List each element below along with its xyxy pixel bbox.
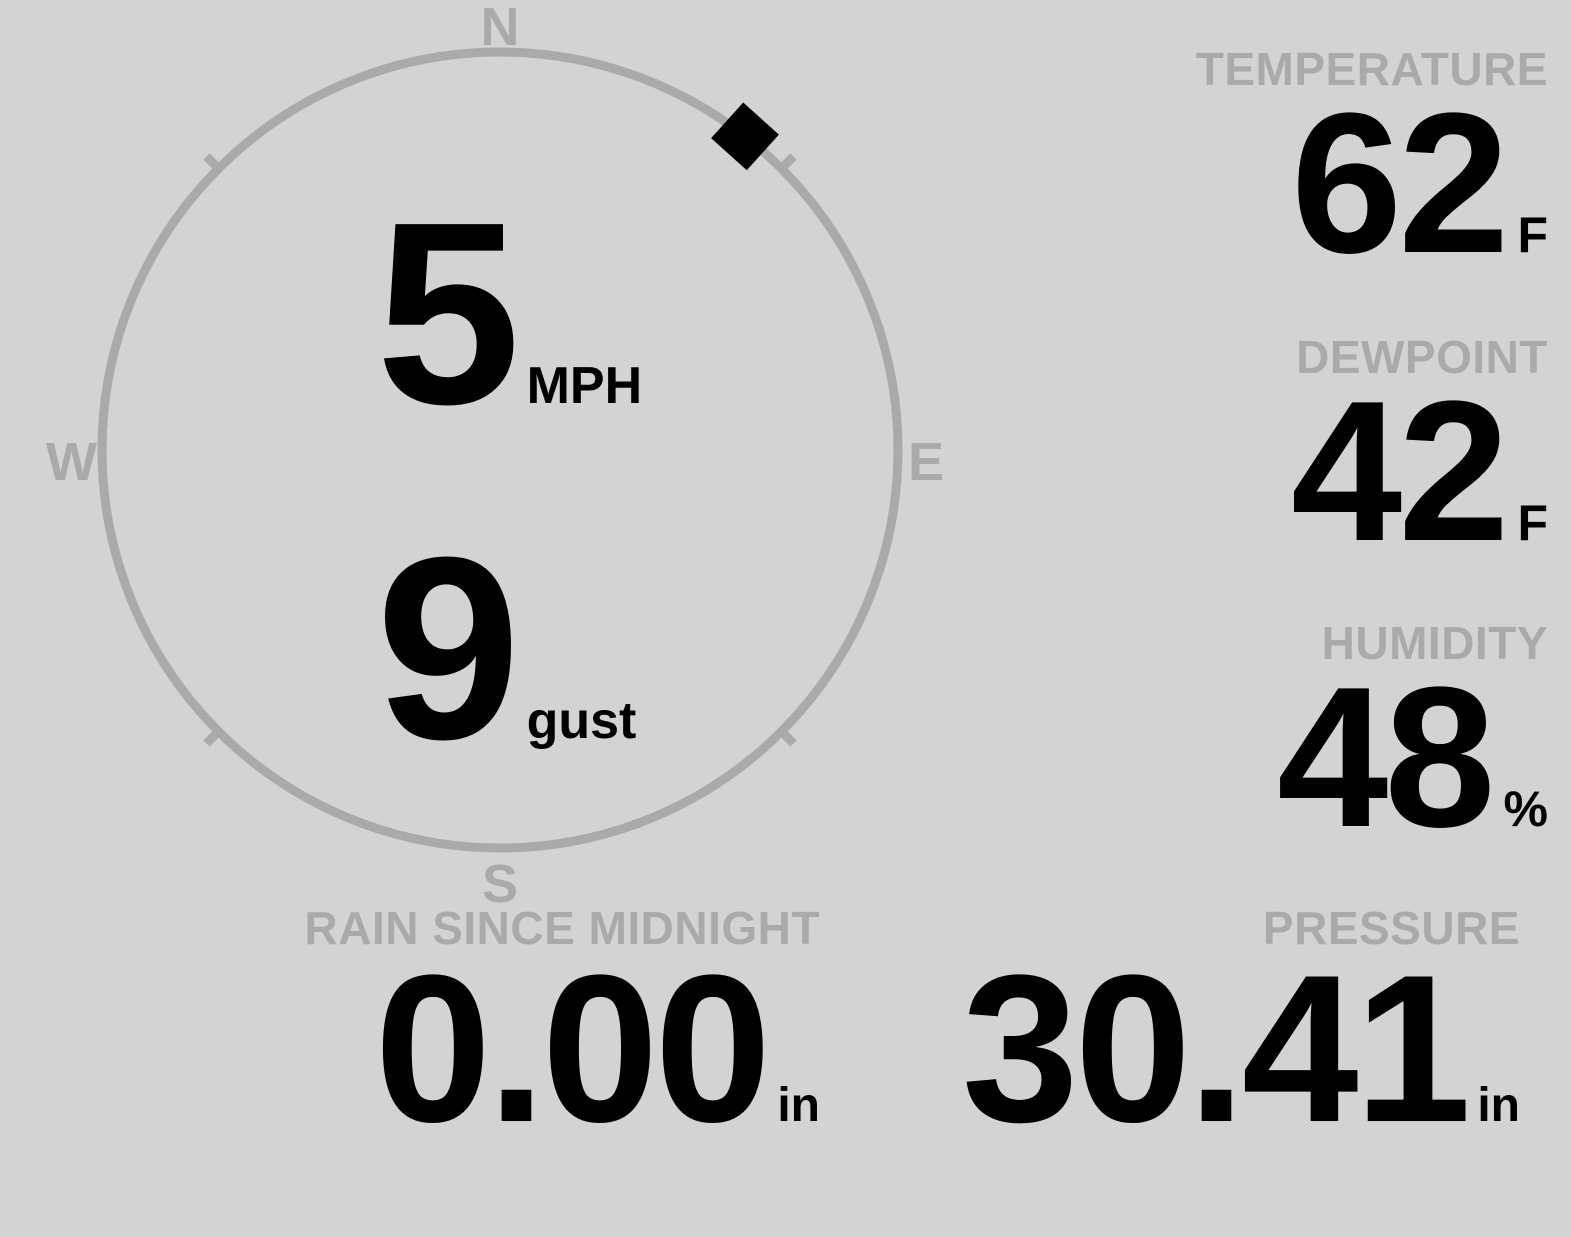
wind-speed-value: 5 bbox=[376, 169, 521, 459]
pressure-label: PRESSURE bbox=[1262, 902, 1520, 954]
compass-dial bbox=[97, 47, 903, 853]
dewpoint-value: 42 bbox=[1290, 360, 1509, 583]
compass-tick-marks bbox=[203, 153, 797, 747]
pressure-unit: in bbox=[1477, 1079, 1520, 1132]
temperature-stat-block: TEMPERATURE 62 F bbox=[1128, 43, 1548, 295]
dewpoint-label: DEWPOINT bbox=[1296, 331, 1548, 383]
wind-gust-readout: 9 gust bbox=[376, 504, 637, 794]
compass-label-west: W bbox=[46, 432, 97, 492]
dewpoint-stat-block: DEWPOINT 42 F bbox=[1128, 331, 1548, 583]
humidity-stat-block: HUMIDITY 48 % bbox=[1128, 617, 1548, 869]
compass-label-south: S bbox=[481, 854, 519, 914]
pressure-stat-block: PRESSURE 30.41 in bbox=[870, 902, 1520, 1166]
rain-unit: in bbox=[777, 1079, 820, 1132]
rain-label: RAIN SINCE MIDNIGHT bbox=[304, 902, 820, 954]
wind-speed-readout: 5 MPH bbox=[376, 169, 643, 459]
compass-ring-circle bbox=[97, 47, 903, 853]
humidity-value: 48 bbox=[1277, 646, 1495, 869]
wind-gust-value: 9 bbox=[376, 504, 521, 794]
humidity-label: HUMIDITY bbox=[1321, 617, 1548, 669]
temperature-unit: F bbox=[1517, 207, 1548, 263]
dewpoint-value-row: 42 F bbox=[1128, 360, 1548, 583]
wind-speed-unit: MPH bbox=[526, 357, 643, 415]
pressure-value-row: 30.41 in bbox=[870, 931, 1520, 1166]
wind-compass-panel: N S W E 5 MPH 9 gust bbox=[0, 0, 1000, 920]
humidity-value-row: 48 % bbox=[1128, 646, 1548, 869]
humidity-unit: % bbox=[1503, 781, 1548, 837]
dewpoint-unit: F bbox=[1517, 495, 1548, 551]
pressure-value: 30.41 bbox=[961, 931, 1472, 1166]
rain-value: 0.00 bbox=[374, 931, 772, 1166]
temperature-value-row: 62 F bbox=[1128, 72, 1548, 295]
wind-direction-marker bbox=[711, 102, 779, 171]
compass-label-north: N bbox=[480, 0, 520, 57]
temperature-value: 62 bbox=[1290, 72, 1509, 295]
temperature-label: TEMPERATURE bbox=[1195, 43, 1548, 95]
wind-gust-unit: gust bbox=[526, 692, 637, 750]
compass-label-east: E bbox=[908, 432, 945, 492]
rain-stat-block: RAIN SINCE MIDNIGHT 0.00 in bbox=[230, 902, 821, 1166]
rain-value-row: 0.00 in bbox=[230, 931, 820, 1166]
